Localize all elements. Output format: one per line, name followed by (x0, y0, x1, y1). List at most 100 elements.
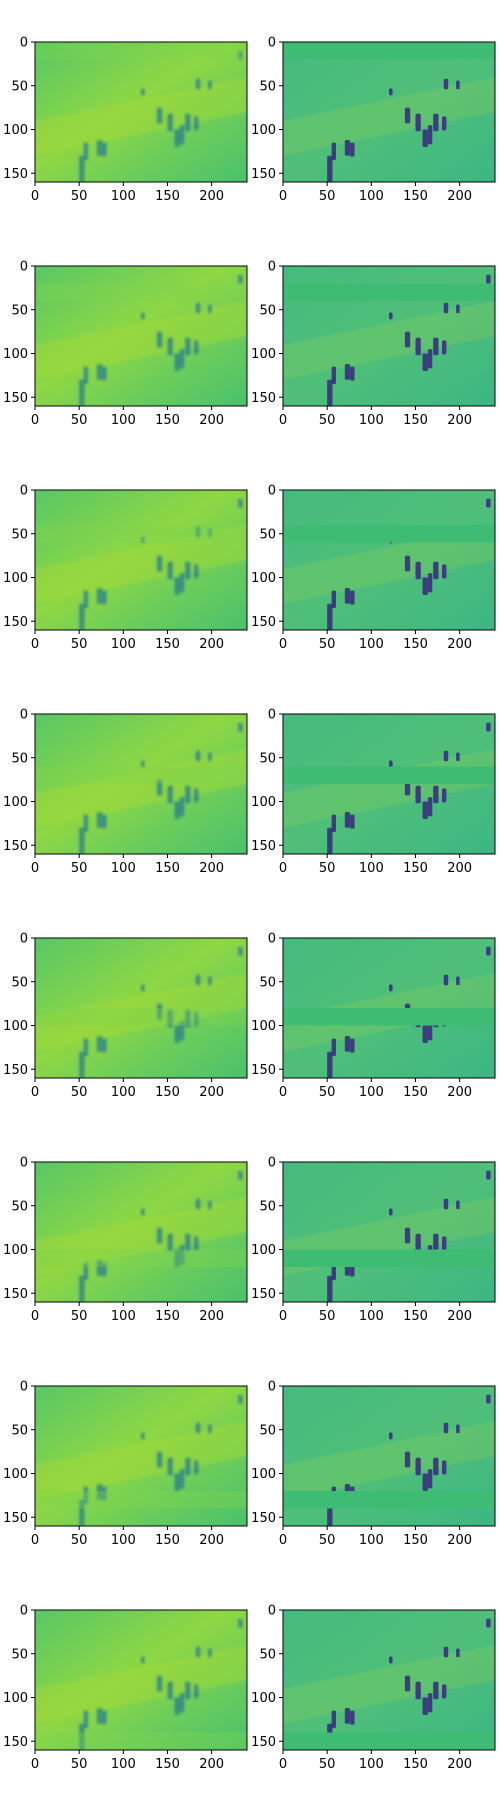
y-tick-label: 0 (268, 1156, 276, 1171)
x-tick-label: 100 (111, 1085, 136, 1100)
y-tick-label: 100 (251, 795, 276, 810)
axes-frame (282, 937, 496, 1079)
person-silhouette (433, 113, 439, 132)
x-tick-label: 200 (447, 637, 472, 652)
y-tick-label: 150 (251, 615, 276, 630)
x-tick-label: 50 (71, 1309, 88, 1324)
person-silhouette (156, 1227, 163, 1244)
x-tick-label: 50 (319, 637, 336, 652)
y-tick-label: 50 (11, 751, 28, 766)
person-silhouette (415, 337, 421, 356)
x-tick-label: 100 (359, 1533, 384, 1548)
person-silhouette (167, 1681, 173, 1700)
y-tick-label: 0 (20, 1156, 28, 1171)
y-tick-label: 50 (11, 527, 28, 542)
right-image (283, 938, 495, 1078)
person-silhouette (208, 304, 212, 314)
x-tick-label: 150 (403, 413, 428, 428)
person-silhouette (194, 788, 199, 803)
person-silhouette (404, 107, 411, 124)
y-tick-label: 0 (20, 484, 28, 499)
person-silhouette (456, 752, 460, 762)
y-tick-label: 100 (251, 347, 276, 362)
person-silhouette (96, 364, 103, 380)
person-silhouette (194, 1236, 199, 1251)
x-tick-label: 50 (319, 1085, 336, 1100)
person-silhouette (389, 1656, 393, 1664)
person-silhouette (179, 1245, 185, 1265)
person-silhouette (331, 1038, 336, 1057)
person-silhouette (415, 1233, 421, 1252)
person-silhouette (331, 814, 336, 833)
y-tick-label: 150 (3, 615, 28, 630)
y-tick-label: 100 (251, 571, 276, 586)
masked-band (283, 1491, 495, 1509)
reconstruction-panel: 0 50 100 150 200 0 50 100 150 (3, 708, 248, 876)
masked-band (35, 766, 247, 784)
person-silhouette (404, 555, 411, 572)
x-tick-label: 50 (71, 1085, 88, 1100)
x-tick-label: 50 (319, 189, 336, 204)
person-silhouette (208, 80, 212, 90)
person-silhouette (422, 129, 428, 147)
masked-input-panel: 0 50 100 150 200 0 50 100 150 (251, 932, 496, 1100)
person-silhouette (96, 812, 103, 828)
x-tick-label: 50 (319, 1309, 336, 1324)
person-silhouette (96, 588, 103, 604)
right-image (283, 1386, 495, 1526)
person-silhouette (179, 797, 185, 817)
x-tick-label: 100 (111, 861, 136, 876)
person-silhouette (208, 1648, 212, 1658)
x-tick-label: 50 (319, 1533, 336, 1548)
x-tick-label: 0 (279, 189, 287, 204)
person-silhouette (422, 1473, 428, 1491)
people-silhouettes (79, 1394, 243, 1526)
masked-band (35, 525, 247, 543)
left-image (35, 938, 247, 1078)
person-silhouette (427, 349, 433, 369)
x-tick-label: 50 (71, 861, 88, 876)
x-tick-label: 0 (31, 1085, 39, 1100)
person-silhouette (433, 1681, 439, 1700)
person-silhouette (96, 1260, 103, 1276)
person-silhouette (331, 366, 336, 385)
x-tick-label: 150 (403, 1085, 428, 1100)
person-silhouette (456, 80, 460, 90)
person-silhouette (167, 337, 173, 356)
person-silhouette (433, 1233, 439, 1252)
y-tick-label: 50 (11, 975, 28, 990)
y-tick-label: 0 (268, 36, 276, 51)
y-tick-label: 50 (259, 527, 276, 542)
x-tick-label: 100 (359, 637, 384, 652)
x-tick-label: 0 (31, 861, 39, 876)
x-tick-label: 100 (359, 189, 384, 204)
y-tick-label: 150 (3, 1063, 28, 1078)
person-silhouette (185, 1233, 191, 1252)
x-tick-label: 200 (447, 1309, 472, 1324)
texture-noise (283, 1162, 495, 1302)
person-silhouette (79, 379, 85, 406)
person-silhouette (389, 88, 393, 96)
person-silhouette (79, 1499, 85, 1526)
person-silhouette (350, 1710, 355, 1725)
person-silhouette (389, 312, 393, 320)
x-tick-label: 150 (403, 1757, 428, 1772)
person-silhouette (443, 1646, 449, 1658)
masked-band (283, 1249, 495, 1267)
x-tick-label: 0 (31, 1757, 39, 1772)
person-silhouette (174, 1697, 180, 1715)
person-silhouette (442, 1460, 447, 1475)
y-tick-label: 150 (3, 391, 28, 406)
masked-band (283, 42, 495, 60)
x-tick-label: 50 (71, 637, 88, 652)
person-silhouette (456, 1200, 460, 1210)
field-band (35, 1197, 247, 1276)
x-tick-label: 0 (279, 1757, 287, 1772)
person-silhouette (141, 760, 145, 768)
person-silhouette (433, 561, 439, 580)
person-silhouette (433, 337, 439, 356)
person-silhouette (179, 1021, 185, 1041)
person-silhouette (442, 116, 447, 131)
x-tick-label: 100 (359, 1309, 384, 1324)
axes-frame (34, 1385, 248, 1527)
